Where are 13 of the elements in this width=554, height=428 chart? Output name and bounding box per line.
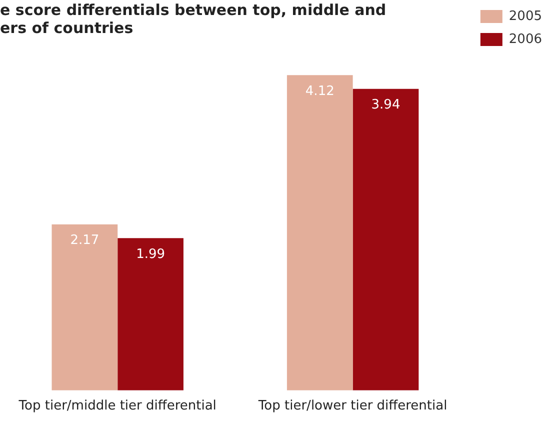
bar: [52, 224, 118, 390]
data-label: 1.99: [136, 246, 166, 262]
data-label: 4.12: [305, 84, 334, 99]
x-tick-label: Top tier/lower tier differential: [257, 398, 448, 414]
chart-title: e score differentials between top, middle and ers of countries: [0, 0, 386, 37]
legend-label: 2005: [508, 8, 542, 24]
bar: [118, 238, 184, 390]
data-label: 2.17: [70, 233, 100, 248]
x-tick-label: Top tier/middle tier differential: [18, 398, 216, 414]
data-label: 3.94: [371, 98, 400, 113]
bar: [286, 75, 353, 390]
legend-label: 2006: [508, 32, 542, 47]
bar: [352, 88, 419, 390]
